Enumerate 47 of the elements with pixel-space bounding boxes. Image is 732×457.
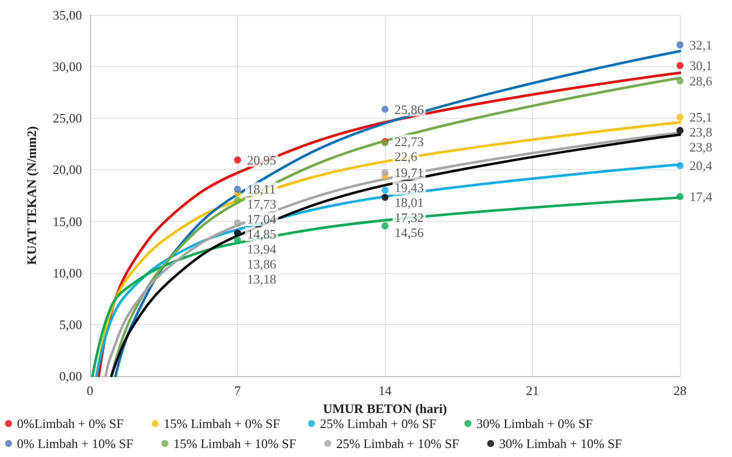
legend-label: 15% Limbah + 0% SF [164,416,280,431]
data-label: 23,8 [690,140,712,155]
x-tick-label: 14 [378,383,392,398]
data-label: 13,18 [247,272,276,287]
legend-label: 0%Limbah + 0% SF [17,416,124,431]
data-label: 17,73 [247,196,276,212]
x-tick-label: 7 [234,383,242,398]
legend-label: 30% Limbah + 0% SF [476,416,593,431]
data-label: 14,85 [247,226,276,242]
data-label: 19,71 [394,165,424,180]
data-label: 18,01 [394,195,424,210]
data-label: 13,94 [247,242,277,257]
data-label: 23,8 [690,124,712,140]
data-label: 18,11 [247,182,276,197]
legend-label: 25% Limbah + 10% SF [336,436,460,451]
x-tick-label: 21 [526,383,539,398]
data-label: 28,6 [690,74,713,89]
data-label: 30,1 [690,58,712,74]
data-label: 17,04 [247,212,277,227]
data-label: 22,6 [394,149,418,164]
x-tick-label: 0 [86,383,94,398]
y-tick-label: 0,00 [59,368,82,384]
data-label: 22,73 [394,134,424,150]
y-tick-label: 30,00 [52,59,82,74]
y-tick-label: 5,00 [59,316,82,332]
data-label: 19,43 [394,180,424,196]
y-tick-label: 35,00 [52,8,82,22]
x-axis-title: UMUR BETON (hari) [323,400,447,416]
y-tick-label: 15,00 [52,214,82,229]
data-label: 32,1 [690,37,712,52]
legend-label: 25% Limbah + 0% SF [320,416,436,431]
legend-label: 30% Limbah + 10% SF [499,436,622,451]
data-label: 25,1 [690,110,712,125]
data-label: 20,4 [690,158,713,174]
data-label: 17,4 [690,189,713,204]
data-label: 17,32 [394,210,424,226]
legend-label: 15% Limbah + 10% SF [173,436,296,451]
y-tick-label: 10,00 [52,265,82,280]
y-axis-title: KUAT TEKAN (N/mm2) [24,126,39,265]
y-tick-label: 20,00 [52,162,82,178]
y-tick-label: 25,00 [52,110,82,126]
data-label: 25,86 [394,102,424,117]
data-label: 20,95 [247,152,276,168]
x-tick-label: 28 [674,383,686,398]
legend-label: 0% Limbah + 10% SF [17,436,134,451]
data-label: 14,56 [394,225,424,240]
data-label: 13,86 [247,256,277,272]
